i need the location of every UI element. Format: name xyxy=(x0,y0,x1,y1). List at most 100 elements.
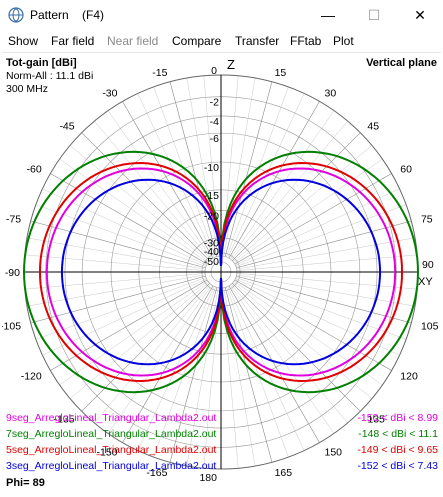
radial-gridline xyxy=(94,284,211,424)
radial-gridline xyxy=(236,237,416,270)
angle-label: 60 xyxy=(400,164,412,176)
ring-label: -2 xyxy=(210,97,219,109)
angle-label: -30 xyxy=(102,88,117,100)
angle-label: 75 xyxy=(421,213,433,225)
angle-label: -15 xyxy=(152,67,167,79)
angle-label: 90 xyxy=(422,259,434,271)
radial-gridline xyxy=(224,81,273,257)
window-title: Pattern (F4) xyxy=(30,8,105,22)
radial-gridline xyxy=(153,286,216,458)
radial-gridline xyxy=(186,77,219,257)
angle-label: -150 xyxy=(96,446,117,458)
radial-gridline xyxy=(81,132,210,261)
pattern-curve-3 xyxy=(60,178,382,366)
radial-gridline xyxy=(236,273,418,290)
radial-gridline xyxy=(226,286,289,458)
angle-label: -120 xyxy=(21,371,42,383)
menu-bar: Show Far field Near field Compare Transf… xyxy=(0,30,443,52)
radial-gridline xyxy=(69,145,209,262)
radial-gridline xyxy=(153,86,216,258)
radial-gridline xyxy=(169,81,218,257)
menu-compare[interactable]: Compare xyxy=(172,34,222,48)
legend-range-3: -152 < dBi < 7.43 xyxy=(357,460,438,472)
radial-gridline xyxy=(59,280,209,386)
angle-label: -165 xyxy=(146,467,167,479)
legend-range-1: -148 < dBi < 11.1 xyxy=(358,428,438,440)
radial-gridline xyxy=(94,120,211,260)
ring-label: -30 xyxy=(204,238,219,250)
menu-fftab[interactable]: FFtab xyxy=(290,34,322,48)
app-icon xyxy=(8,7,24,23)
frequency-label: 300 MHz xyxy=(6,83,48,95)
plot-labels: -2-4-6-10-15-20-30-40-500 153045607590105… xyxy=(0,65,439,484)
angle-label: 120 xyxy=(400,371,418,383)
phi-label: Phi= 89 xyxy=(6,477,45,489)
angle-label: 135 xyxy=(367,413,385,425)
ring-label: -50 xyxy=(204,256,219,268)
close-button[interactable]: ✕ xyxy=(414,6,426,23)
menu-transfer[interactable]: Transfer xyxy=(235,34,280,48)
normalization-label: Norm-All : 11.1 dBi xyxy=(6,70,93,82)
radial-gridline xyxy=(42,278,207,356)
radial-gridline xyxy=(35,277,207,340)
ring-label: -4 xyxy=(210,116,219,128)
radial-gridline xyxy=(231,284,348,424)
radial-gridline xyxy=(228,101,320,259)
radial-gridline xyxy=(26,237,206,270)
polar-plot: -2-4-6-10-15-20-30-40-500 153045607590105… xyxy=(0,57,439,489)
angle-label: 15 xyxy=(275,67,287,79)
polar-grid xyxy=(23,74,419,470)
radial-gridline xyxy=(233,158,383,264)
radial-gridline xyxy=(122,285,214,443)
maximize-button[interactable]: ☐ xyxy=(367,6,381,23)
angle-label: -90 xyxy=(5,267,20,279)
radial-gridline xyxy=(26,274,206,307)
radial-gridline xyxy=(107,284,213,434)
menu-far-field[interactable]: Far field xyxy=(51,34,95,48)
radial-gridline xyxy=(122,101,214,259)
radial-gridline xyxy=(81,283,210,412)
angle-label: 105 xyxy=(421,321,439,333)
angle-label: -105 xyxy=(2,321,21,333)
radial-gridline xyxy=(232,132,361,261)
ring-label: -10 xyxy=(204,162,219,174)
angle-label: 45 xyxy=(367,121,379,133)
plane-label: Vertical plane xyxy=(366,57,437,69)
radial-gridline xyxy=(186,287,219,467)
menu-plot[interactable]: Plot xyxy=(333,34,354,48)
ring-label: -15 xyxy=(204,190,219,202)
legend-range-2: -149 < dBi < 9.65 xyxy=(357,444,438,456)
z-axis-label: Z xyxy=(227,57,235,72)
pattern-plot-area: -2 -4 -6 -10 -15 -20 -30 -40 -50 0 15 30 45 60 75 90 105… xyxy=(0,52,441,492)
angle-label: 165 xyxy=(275,467,293,479)
radial-gridline xyxy=(236,254,418,271)
radial-gridline xyxy=(224,287,273,463)
radial-gridline xyxy=(42,188,207,266)
legend-name-0: 9seg_ArregloLineal_Triangular_Lambda2.ou… xyxy=(6,412,216,424)
legend-name-3: 3seg_ArregloLineal_Triangular_Lambda2.ou… xyxy=(6,460,216,472)
radial-gridline xyxy=(169,287,218,463)
radial-gridline xyxy=(233,280,383,386)
angle-label: -135 xyxy=(54,413,75,425)
legend-name-1: 7seg_ArregloLineal_Triangular_Lambda2.ou… xyxy=(6,428,216,440)
angle-label: -75 xyxy=(6,213,21,225)
angle-label: 180 xyxy=(199,472,217,484)
ring-label: -20 xyxy=(204,211,219,223)
title-bar: Pattern (F4) — ☐ ✕ xyxy=(0,0,443,30)
radial-gridline xyxy=(228,285,320,443)
radial-gridline xyxy=(235,204,407,267)
angle-label: -45 xyxy=(59,121,74,133)
radial-gridline xyxy=(233,282,373,399)
radial-gridline xyxy=(229,110,335,260)
radial-gridline xyxy=(232,283,361,412)
gain-title: Tot-gain [dBi] xyxy=(6,57,77,69)
radial-gridline xyxy=(231,120,348,260)
menu-show[interactable]: Show xyxy=(8,34,39,48)
radial-gridline xyxy=(226,86,289,258)
radial-gridline xyxy=(236,274,416,307)
radial-gridline xyxy=(24,273,206,290)
radial-gridline xyxy=(24,254,206,271)
minimize-button[interactable]: — xyxy=(321,7,335,23)
angle-label: -60 xyxy=(27,164,42,176)
legend-range-0: -150 < dBi < 8.99 xyxy=(357,412,438,424)
